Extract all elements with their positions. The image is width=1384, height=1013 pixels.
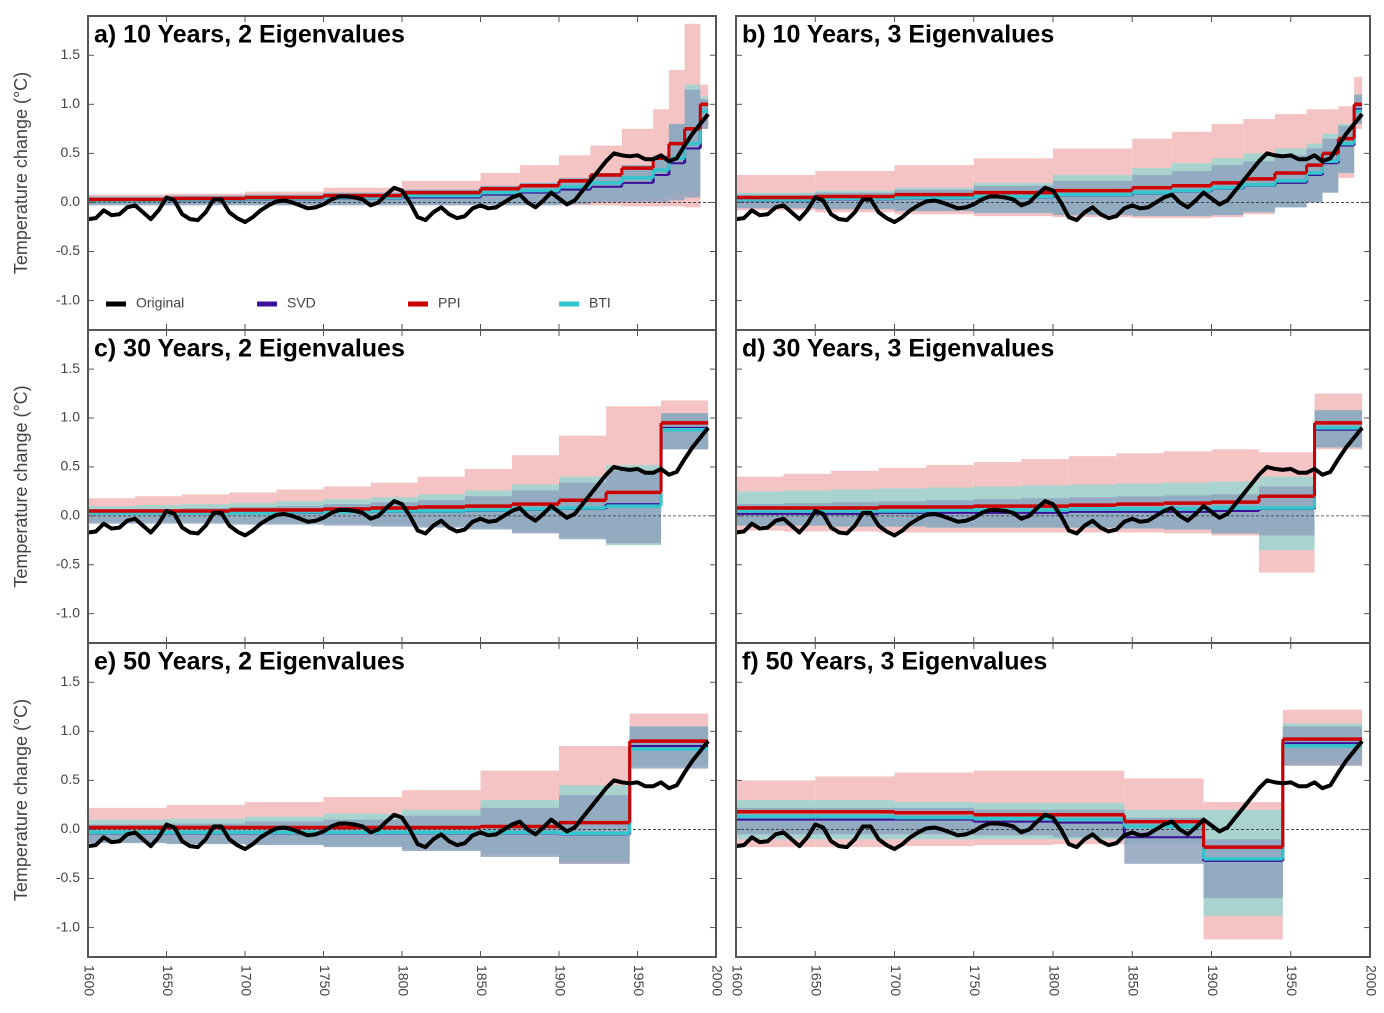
x-tick-label: 1750 <box>967 965 983 996</box>
plot-area <box>88 713 716 864</box>
y-tick-label: 0.5 <box>61 458 81 474</box>
panel-title: b) 10 Years, 3 Eigenvalues <box>742 21 1054 49</box>
x-tick-label: 1650 <box>809 965 825 996</box>
y-tick-label: 0.5 <box>61 144 81 160</box>
plot-area <box>736 76 1370 225</box>
original-line <box>88 739 710 852</box>
x-tick-label: 1850 <box>1126 965 1142 996</box>
x-tick-label: 1900 <box>1205 965 1221 996</box>
original-line <box>736 426 1364 538</box>
plot-area <box>88 400 716 546</box>
y-tick-label: 1.5 <box>61 360 81 376</box>
y-tick-label: 0.0 <box>61 820 81 836</box>
uncertainty-band <box>653 155 669 203</box>
y-tick-label: -1.0 <box>56 291 80 307</box>
y-tick-label: -0.5 <box>56 555 80 571</box>
uncertainty-band <box>1203 839 1283 899</box>
y-tick-label: 0.5 <box>61 771 81 787</box>
original-line <box>736 739 1364 852</box>
panel-frame <box>87 642 717 958</box>
y-tick-label: -1.0 <box>56 918 80 934</box>
x-tick-label: 1800 <box>1046 965 1062 996</box>
y-tick-label: -0.5 <box>56 242 80 258</box>
y-axis-label: Temperature change (°C) <box>11 72 31 274</box>
y-tick-label: 0.0 <box>61 507 81 523</box>
y-axis-label: Temperature change (°C) <box>11 699 31 901</box>
uncertainty-band <box>1211 165 1244 216</box>
original-line <box>88 112 710 225</box>
y-tick-label: 1.0 <box>61 95 81 111</box>
x-tick-label: 1600 <box>81 965 97 996</box>
panel-title: e) 50 Years, 2 Eigenvalues <box>94 648 405 676</box>
original-line <box>736 112 1364 225</box>
x-tick-label: 2000 <box>709 965 725 996</box>
x-tick-label: 1650 <box>160 965 176 996</box>
x-tick-label: 1750 <box>317 965 333 996</box>
y-tick-label: 0.0 <box>61 193 81 209</box>
y-tick-label: 1.0 <box>61 409 81 425</box>
y-tick-label: 1.5 <box>61 46 81 62</box>
x-tick-label: 1600 <box>729 965 745 996</box>
plot-area <box>88 23 716 225</box>
x-tick-label: 1800 <box>395 965 411 996</box>
panel-title: d) 30 Years, 3 Eigenvalues <box>742 335 1054 363</box>
legend-label: SVD <box>287 295 316 311</box>
panel-title: f) 50 Years, 3 Eigenvalues <box>742 648 1047 676</box>
x-tick-label: 1900 <box>552 965 568 996</box>
x-tick-label: 1850 <box>474 965 490 996</box>
y-tick-label: 1.5 <box>61 673 81 689</box>
y-tick-label: -1.0 <box>56 604 80 620</box>
uncertainty-band <box>559 482 607 540</box>
y-axis-label: Temperature change (°C) <box>11 385 31 587</box>
plot-area <box>736 393 1370 573</box>
x-tick-label: 1950 <box>631 965 647 996</box>
uncertainty-band <box>700 99 709 129</box>
legend-label: BTI <box>589 295 611 311</box>
y-tick-label: 1.0 <box>61 722 81 738</box>
legend-label: PPI <box>438 295 461 311</box>
plot-area <box>736 709 1370 940</box>
original-line <box>88 426 710 538</box>
uncertainty-band <box>417 500 465 528</box>
y-tick-label: -0.5 <box>56 869 80 885</box>
legend-label: Original <box>136 295 184 311</box>
panel-title: c) 30 Years, 2 Eigenvalues <box>94 335 405 363</box>
uncertainty-band <box>519 182 559 206</box>
uncertainty-band <box>1211 494 1260 534</box>
x-tick-label: 1950 <box>1284 965 1300 996</box>
x-tick-label: 2000 <box>1363 965 1379 996</box>
panel-title: a) 10 Years, 2 Eigenvalues <box>94 21 405 49</box>
x-tick-label: 1700 <box>238 965 254 996</box>
panel-frame <box>735 642 1371 958</box>
x-tick-label: 1700 <box>888 965 904 996</box>
uncertainty-band <box>1259 486 1315 536</box>
uncertainty-band <box>511 490 559 534</box>
